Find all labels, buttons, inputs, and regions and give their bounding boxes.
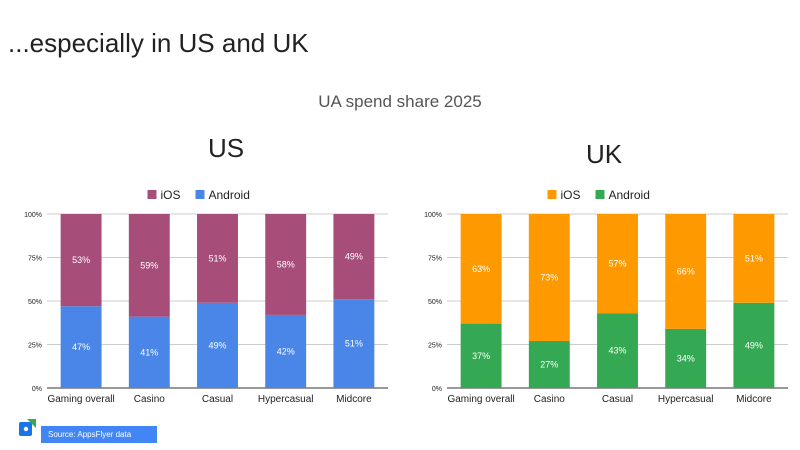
us-data-label-ios: 53% [72, 255, 90, 265]
uk-data-label-ios: 73% [540, 273, 558, 283]
us-data-label-android: 47% [72, 342, 90, 352]
uk-bar-android [597, 313, 638, 388]
uk-bar-android [460, 323, 502, 388]
uk-data-label-android: 49% [745, 340, 763, 350]
us-bar-android [265, 314, 307, 388]
us-x-tick-label: Casual [202, 394, 233, 405]
us-data-label-android: 41% [140, 347, 158, 357]
uk-data-label-android: 43% [608, 346, 626, 356]
uk-data-label-android: 34% [677, 353, 695, 363]
us-data-label-ios: 58% [277, 259, 295, 269]
us-legend-swatch-ios [147, 190, 157, 199]
us-legend-label-ios: iOS [161, 188, 181, 202]
us-x-tick-label: Casino [134, 394, 166, 405]
us-bar-android [60, 306, 102, 388]
uk-bar-ios [733, 214, 775, 303]
us-y-tick-label: 100% [24, 212, 42, 219]
us-data-label-android: 51% [345, 339, 363, 349]
uk-bar-ios [460, 214, 502, 324]
uk-y-tick-label: 0% [432, 386, 442, 393]
us-data-label-android: 42% [277, 346, 295, 356]
uk-legend-label-ios: iOS [561, 188, 581, 202]
us-data-label-android: 49% [208, 340, 226, 350]
uk-y-tick-label: 25% [428, 343, 442, 350]
us-x-tick-label: Midcore [336, 394, 372, 405]
us-data-label-ios: 59% [140, 260, 158, 270]
us-data-label-ios: 49% [345, 252, 363, 262]
uk-x-tick-label: Gaming overall [447, 394, 514, 405]
us-bar-ios [333, 214, 375, 300]
us-bar-ios [60, 214, 102, 307]
uk-x-tick-label: Hypercasual [658, 394, 714, 405]
uk-data-label-ios: 66% [677, 266, 695, 276]
us-y-tick-label: 50% [28, 299, 42, 306]
uk-legend-label-android: Android [609, 188, 650, 202]
us-bar-android [197, 302, 238, 388]
us-bar-ios [197, 214, 238, 303]
uk-bar-android [528, 341, 570, 388]
us-data-label-ios: 51% [208, 253, 226, 263]
uk-data-label-android: 37% [472, 351, 490, 361]
uk-bar-ios [665, 214, 707, 329]
uk-x-tick-label: Midcore [736, 394, 772, 405]
uk-bar-android [665, 328, 707, 388]
us-legend-label-android: Android [209, 188, 250, 202]
us-legend-swatch-android [195, 190, 205, 199]
appsflyer-logo-icon [19, 419, 36, 436]
us-bar-android [333, 299, 375, 388]
uk-bar-ios [597, 214, 638, 314]
uk-data-label-ios: 63% [472, 264, 490, 274]
uk-y-tick-label: 50% [428, 299, 442, 306]
us-y-tick-label: 25% [28, 343, 42, 350]
uk-legend-swatch-ios [547, 190, 557, 199]
uk-bar-android [733, 302, 775, 388]
uk-data-label-android: 27% [540, 360, 558, 370]
uk-data-label-ios: 51% [745, 253, 763, 263]
uk-bar-ios [528, 214, 570, 342]
us-y-tick-label: 0% [32, 386, 42, 393]
uk-y-tick-label: 100% [424, 212, 442, 219]
uk-stacked-bar-chart: iOS Android 0% 25% 50% 75% 100% 37% 63% Gaming ov… [424, 188, 788, 405]
source-label: Source: AppsFlyer data [41, 426, 157, 443]
us-bar-ios [128, 214, 170, 317]
us-y-tick-label: 75% [28, 256, 42, 263]
us-chart-title: US [207, 133, 245, 163]
us-bar-ios [265, 214, 307, 315]
uk-x-tick-label: Casino [534, 394, 566, 405]
us-x-tick-label: Hypercasual [258, 394, 314, 405]
uk-chart-title: UK [585, 139, 623, 169]
uk-legend-swatch-android [595, 190, 605, 199]
us-x-tick-label: Gaming overall [47, 394, 114, 405]
uk-x-tick-label: Casual [602, 394, 633, 405]
uk-y-tick-label: 75% [428, 256, 442, 263]
us-stacked-bar-chart: iOS Android 0% 25% 50% 75% 100% 47% 53% Gaming ov… [24, 188, 388, 405]
uk-data-label-ios: 57% [608, 259, 626, 269]
us-bar-android [128, 316, 170, 388]
slide-subtitle: UA spend share 2025 [318, 92, 482, 111]
slide-title: ...especially in US and UK [8, 28, 309, 58]
